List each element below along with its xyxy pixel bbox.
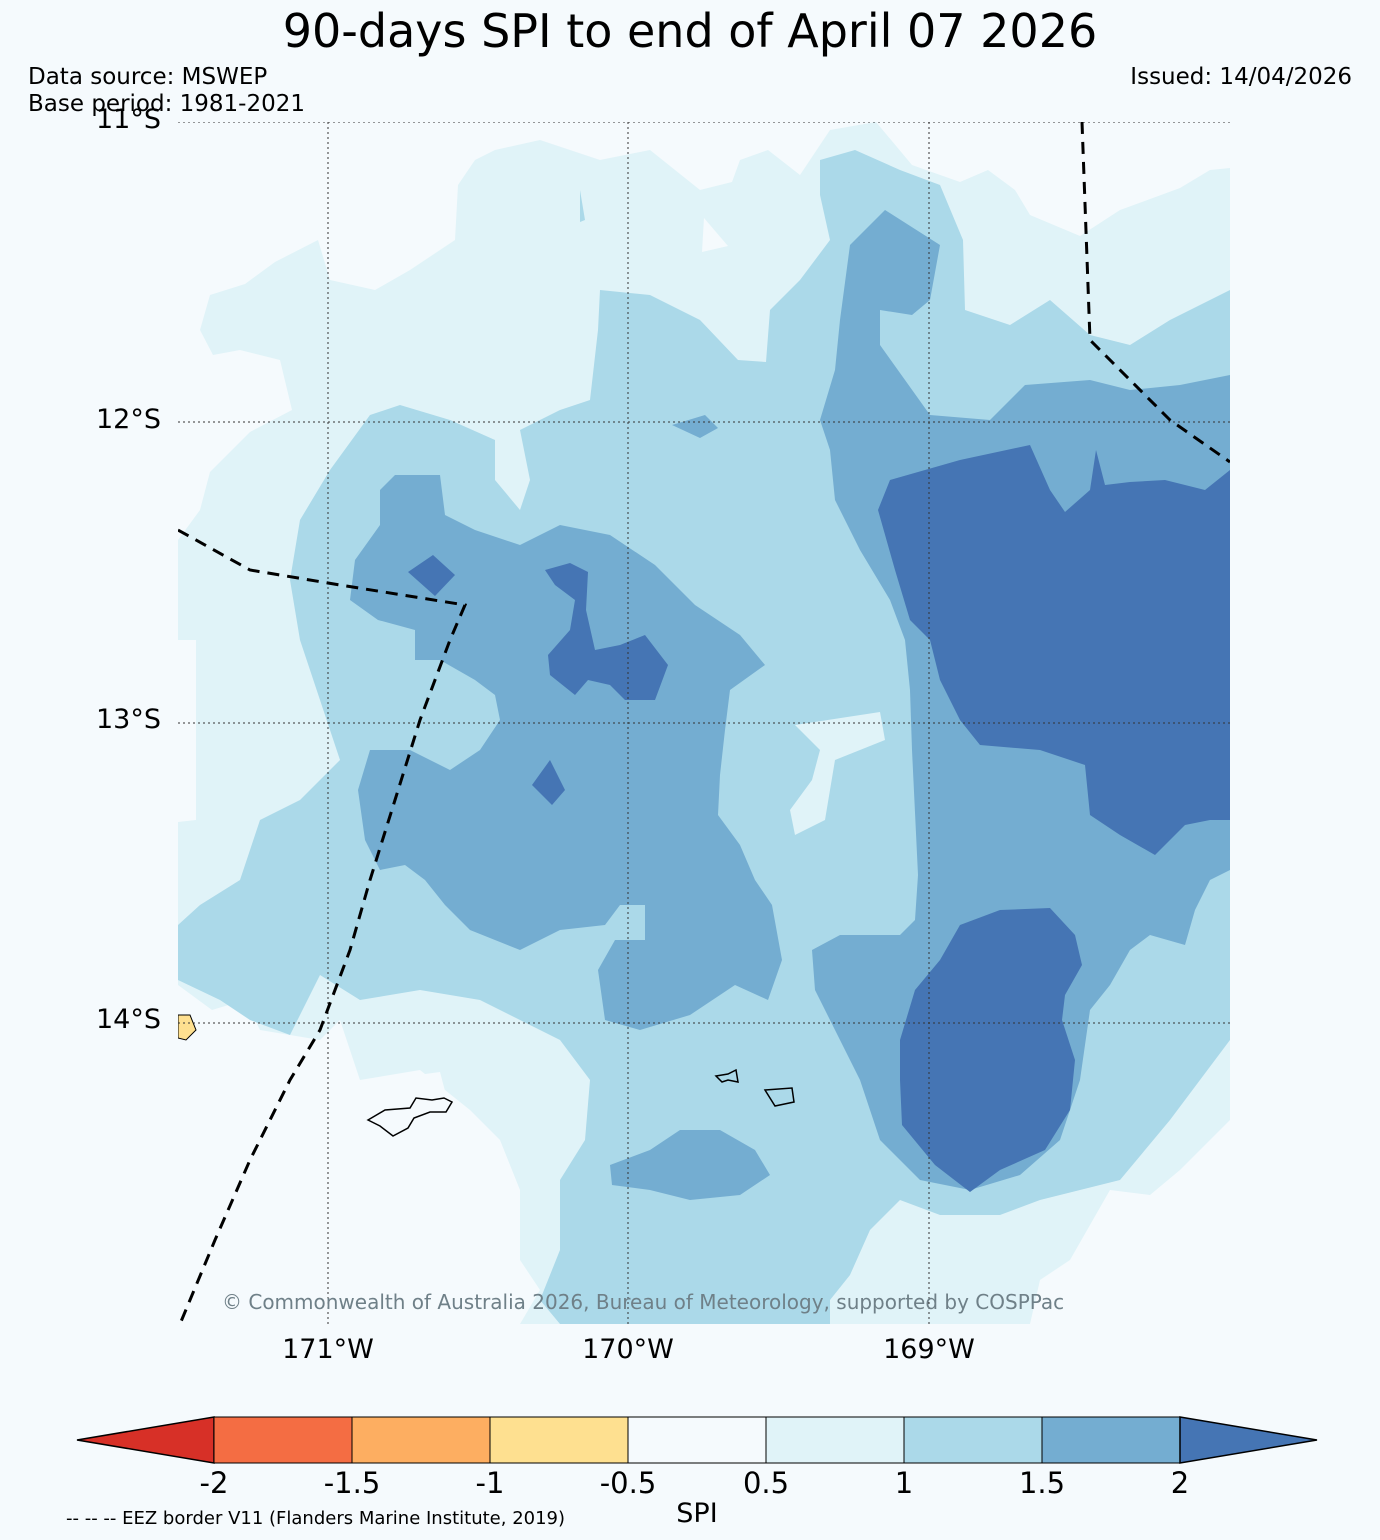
data-source-text: Data source: MSWEP: [28, 64, 268, 90]
map-metadata: Data source: MSWEP Base period: 1981-202…: [28, 64, 305, 118]
colorbar-segment-1: [213, 1416, 353, 1464]
colorbar-tick: -1: [475, 1466, 505, 1500]
colorbar-segment-7: [1041, 1416, 1181, 1464]
lat-label-11s: 11°S: [96, 104, 161, 135]
spi-band-dry-patch: [178, 1014, 197, 1041]
spi-band-patch-small: [580, 190, 585, 222]
colorbar-tick: 2: [1170, 1466, 1190, 1500]
map-title: 90-days SPI to end of April 07 2026: [282, 4, 1098, 58]
tutuila-coastline: [714, 1068, 739, 1083]
colorbar-segment-5: [765, 1416, 905, 1464]
upolu-coastline: [366, 1097, 454, 1137]
spi-band-light-pocket: [790, 712, 885, 835]
colorbar-tick: -0.5: [599, 1466, 657, 1500]
lat-label-13s: 13°S: [96, 704, 161, 735]
colorbar-tick: -2: [199, 1466, 229, 1500]
graticule: [178, 122, 1230, 1324]
spi-band-1.5-2-south: [610, 1130, 770, 1200]
manua-coastline: [763, 1087, 795, 1107]
colorbar: [76, 1416, 1318, 1464]
eez-legend-note: -- -- -- EEZ border V11 (Flanders Marine…: [66, 1508, 566, 1529]
spi-band-above-2-southeast: [900, 908, 1082, 1192]
spi-band-normal-patch-1: [702, 218, 728, 252]
spi-band-above-2-small-2: [532, 760, 565, 805]
spi-band-normal-west: [178, 640, 196, 822]
spi-band-above-2-small-1: [408, 555, 455, 596]
colorbar-segment-2: [351, 1416, 491, 1464]
lon-label-171w: 171°W: [282, 1334, 374, 1365]
spi-band-1.5-2-small: [672, 415, 718, 438]
spi-band-above-2-central: [545, 563, 668, 700]
spi-band-normal-north: [178, 122, 1230, 540]
colorbar-segment-6: [903, 1416, 1043, 1464]
spi-contours: [178, 122, 1230, 1324]
colorbar-segment-3: [489, 1416, 629, 1464]
colorbar-label: SPI: [676, 1498, 718, 1529]
colorbar-tick: 1: [894, 1466, 914, 1500]
colorbar-segment-4: [627, 1416, 767, 1464]
copyright-notice: © Commonwealth of Australia 2026, Bureau…: [222, 1290, 1065, 1314]
spi-band-1.5-2-west: [350, 475, 782, 1030]
lat-label-12s: 12°S: [96, 404, 161, 435]
spi-band-normal-southeast: [1030, 1120, 1230, 1324]
colorbar-tick: -1.5: [323, 1466, 381, 1500]
colorbar-extend-low: [76, 1416, 215, 1464]
lon-label-170w: 170°W: [582, 1334, 674, 1365]
issued-date: Issued: 14/04/2026: [1130, 64, 1352, 90]
lat-label-14s: 14°S: [96, 1004, 161, 1035]
lon-label-169w: 169°W: [883, 1334, 975, 1365]
colorbar-extend-high: [1179, 1416, 1318, 1464]
colorbar-tick: 0.5: [742, 1466, 790, 1500]
eez-borders: [178, 122, 1230, 1324]
eez-border-west: [178, 528, 468, 1324]
base-period-text: Base period: 1981-2021: [28, 91, 306, 117]
spi-band-normal-upolu: [366, 1072, 450, 1162]
eez-border-northeast: [1080, 122, 1230, 464]
spi-band-above-2-northeast: [878, 445, 1230, 855]
colorbar-tick: 1.5: [1018, 1466, 1066, 1500]
spi-band-normal-southwest: [178, 985, 540, 1324]
